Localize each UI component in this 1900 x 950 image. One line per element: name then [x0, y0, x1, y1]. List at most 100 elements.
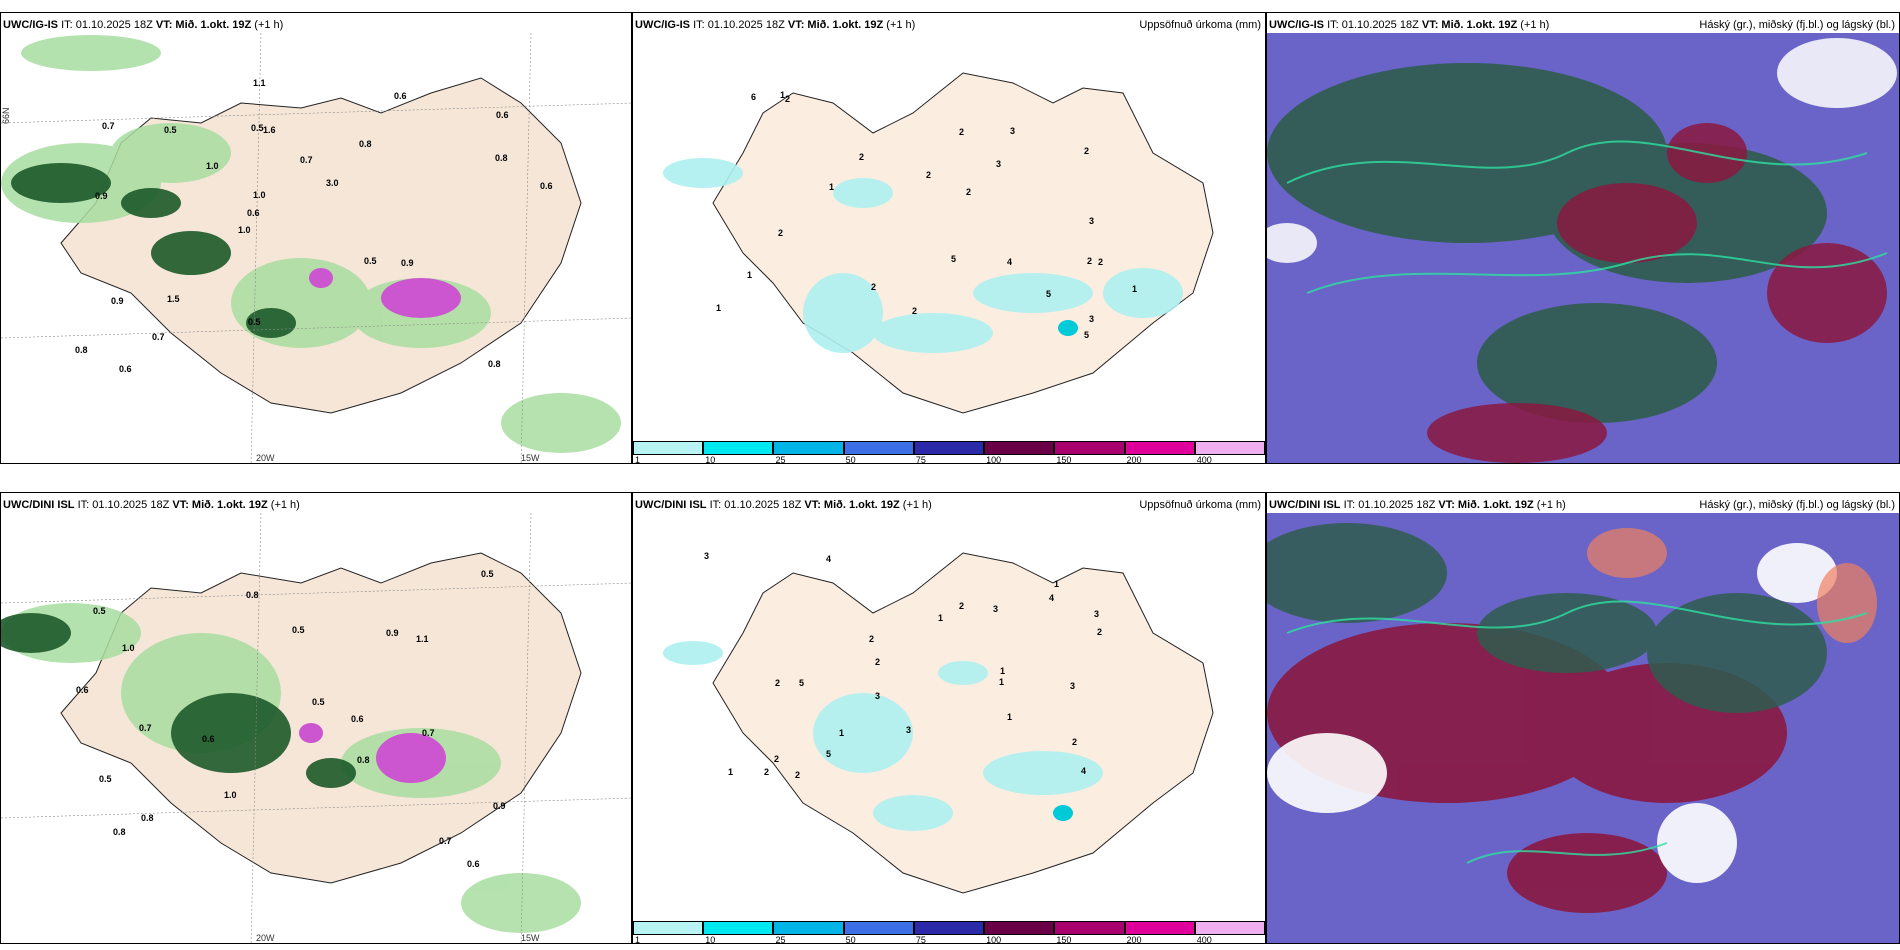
precip-value-label: 5 [1046, 289, 1051, 299]
colorbar-label: 1 [635, 455, 641, 464]
precip-value-label: 1 [839, 728, 844, 738]
panel-wind-precip-dini: UWC/DINI ISL IT: 01.10.2025 18Z VT: Mið.… [0, 492, 632, 944]
colorbar-swatch [984, 441, 1055, 455]
precip-value-label: 1 [716, 303, 721, 313]
precip-value-label: 2 [959, 601, 964, 611]
precip-value-label: 1 [829, 182, 834, 192]
precip-value-label: 2 [1098, 257, 1103, 267]
panel-title: UWC/IG-IS IT: 01.10.2025 18Z VT: Mið. 1.… [3, 19, 284, 31]
precip-value-label: 1.0 [238, 225, 251, 235]
colorbar-swatch [843, 921, 914, 935]
colorbar-label: 100 [986, 935, 1002, 944]
precip-value-label: 2 [875, 657, 880, 667]
precip-value-labels: 0.6 0.7 0.8 0.5 0.9 1.0 0.8 0.6 1.1 0.5 0.9 0.7 1.0 0… [76, 569, 506, 869]
panel-title: UWC/DINI ISL IT: 01.10.2025 18Z VT: Mið.… [3, 499, 300, 511]
panel-wind-precip-igis: UWC/IG-IS IT: 01.10.2025 18Z VT: Mið. 1.… [0, 12, 632, 464]
precip-value-label: 2 [859, 152, 864, 162]
precip-value-label: 0.5 [99, 774, 112, 784]
lon-label-20w: 20W [256, 933, 275, 943]
precip-value-label: 0.7 [102, 121, 115, 131]
precip-value-labels: 0.8 0.9 0.6 1.0 0.8 0.6 0.5 0.7 0.9 1.0 0.8 0.7 1.6 3… [75, 78, 553, 374]
colorbar-label: 50 [845, 455, 856, 464]
precip-value-label: 3 [1094, 609, 1099, 619]
precip-value-label: 0.6 [540, 181, 553, 191]
precip-value-label: 1.1 [253, 78, 266, 88]
colorbar-label: 150 [1056, 455, 1072, 464]
precip-value-label: 2 [926, 170, 931, 180]
precip-value-label: 0.8 [488, 359, 501, 369]
precip-value-label: 0.5 [292, 625, 305, 635]
precip-value-label: 0.6 [202, 734, 215, 744]
precip-value-label: 0.5 [481, 569, 494, 579]
precip-value-label: 0.5 [93, 606, 106, 616]
precip-value-label: 3 [704, 551, 709, 561]
precip-value-label: 0.5 [251, 123, 264, 133]
precip-value-label: 2 [966, 187, 971, 197]
precip-value-label: 1.6 [263, 125, 276, 135]
panel-variable-label: Uppsöfnuð úrkoma (mm) [1139, 19, 1261, 31]
precip-value-label: 1 [938, 613, 943, 623]
precip-value-label: 1 [1007, 712, 1012, 722]
precip-value-label: 2 [1072, 737, 1077, 747]
precip-value-label: 1.0 [253, 190, 266, 200]
precip-value-label: 1 [728, 767, 733, 777]
panel-variable-label: Uppsöfnuð úrkoma (mm) [1139, 499, 1261, 511]
colorbar-label: 75 [915, 455, 926, 464]
colorbar-label: 50 [845, 935, 856, 944]
colorbar-swatch [913, 441, 985, 455]
colorbar-swatch [1124, 441, 1195, 455]
precip-value-label: 5 [951, 254, 956, 264]
wind-precip-map: 20W 15W 0.60.70.80.50.91.00.80.61.10.5 0.… [1, 513, 631, 943]
panel-title: UWC/DINI ISL IT: 01.10.2025 18Z VT: Mið.… [1269, 499, 1566, 511]
colorbar-swatch [1054, 441, 1125, 455]
precip-value-label: 1 [1054, 579, 1059, 589]
precip-value-label: 4 [1007, 257, 1012, 267]
precip-value-label: 0.6 [496, 110, 509, 120]
colorbar-label: 400 [1196, 455, 1212, 464]
panel-accum-precip-igis: UWC/IG-IS IT: 01.10.2025 18Z VT: Mið. 1.… [632, 12, 1266, 464]
precip-value-label: 0.8 [113, 827, 126, 837]
precip-value-label: 1.0 [224, 790, 237, 800]
precip-value-label: 0.9 [95, 191, 108, 201]
precip-value-label: 6 [751, 92, 756, 102]
precip-value-label: 0.8 [359, 139, 372, 149]
colorbar-label: 200 [1126, 935, 1142, 944]
colorbar-swatch [1124, 921, 1195, 935]
precip-value-label: 2 [959, 127, 964, 137]
precip-value-label: 0.5 [164, 125, 177, 135]
precip-value-label: 1.0 [122, 643, 135, 653]
wind-precip-map: 66N 20W 15W 0.8 0.9 0.6 1.0 0.8 0.6 0.5 0.7 0.9 1… [1, 33, 631, 463]
colorbar-swatch [1194, 441, 1265, 455]
colorbar-swatch [773, 441, 844, 455]
lon-label-20w: 20W [256, 453, 275, 463]
precip-value-label: 2 [869, 634, 874, 644]
colorbar-label: 400 [1196, 935, 1212, 944]
precip-value-label: 2 [912, 306, 917, 316]
precip-value-label: 0.5 [312, 697, 325, 707]
precip-value-label: 0.6 [351, 714, 364, 724]
precip-value-label: 0.7 [152, 332, 165, 342]
precip-value-label: 1 [780, 90, 785, 100]
lon-label-15w: 15W [521, 453, 540, 463]
colorbar-label: 1 [635, 935, 641, 944]
precip-value-label: 0.8 [75, 345, 88, 355]
panel-cloud-cover-dini: UWC/DINI ISL IT: 01.10.2025 18Z VT: Mið.… [1266, 492, 1900, 944]
panel-variable-label: Háský (gr.), miðský (fj.bl.) og lágský (… [1699, 499, 1895, 511]
precip-value-label: 4 [1081, 766, 1086, 776]
precip-value-label: 1.1 [416, 634, 429, 644]
precip-value-label: 0.6 [119, 364, 132, 374]
precip-value-label: 3 [906, 725, 911, 735]
precip-value-label: 4 [826, 554, 831, 564]
precip-value-label: 2 [775, 678, 780, 688]
precip-value-label: 1 [747, 270, 752, 280]
precip-value-label: 1 [1132, 284, 1137, 294]
panel-title: UWC/IG-IS IT: 01.10.2025 18Z VT: Mið. 1.… [1269, 19, 1550, 31]
precip-value-label: 0.9 [493, 801, 506, 811]
precip-value-label: 0.6 [394, 91, 407, 101]
precip-value-label: 3 [1070, 681, 1075, 691]
precip-value-label: 0.5 [248, 317, 261, 327]
precip-value-label: 0.8 [357, 755, 370, 765]
colorbar-swatch [633, 921, 704, 935]
colorbar-label: 10 [705, 935, 716, 944]
